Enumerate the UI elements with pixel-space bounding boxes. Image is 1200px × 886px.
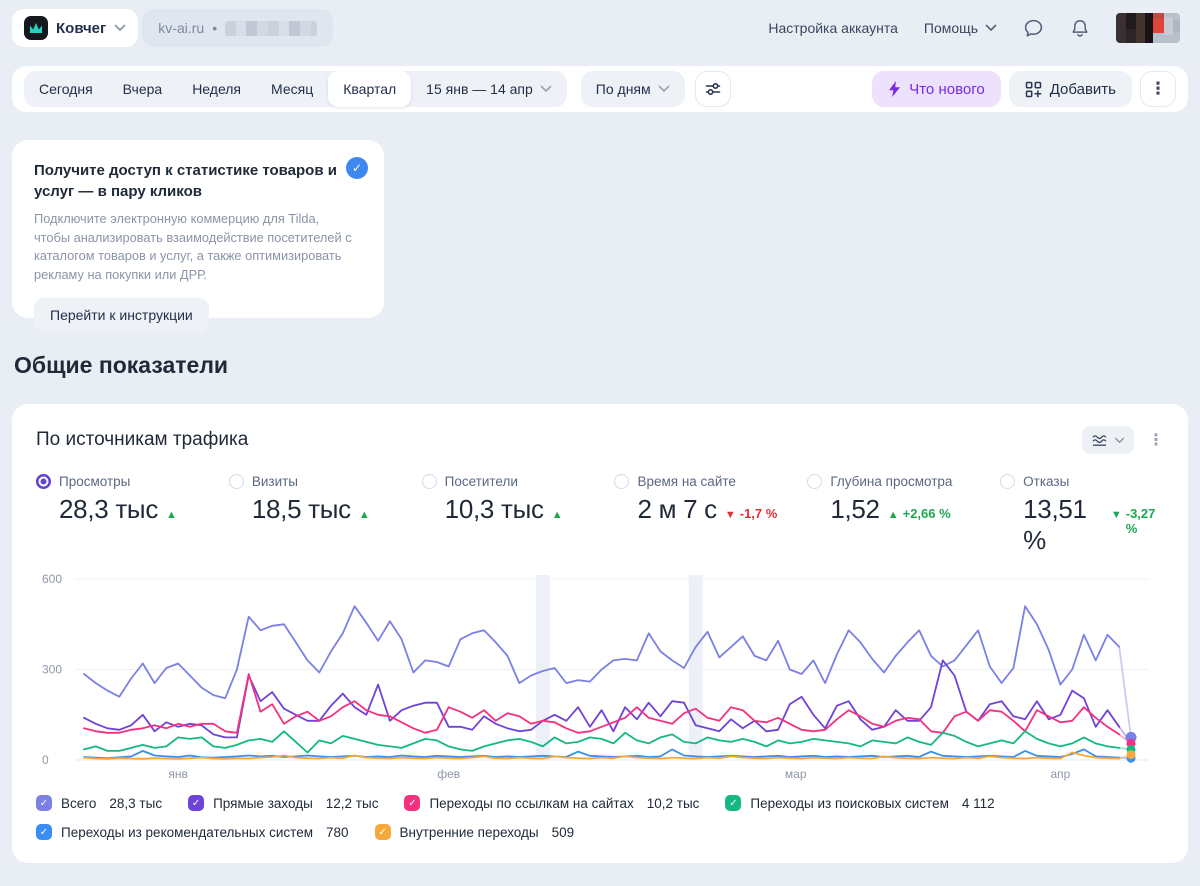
site-id-blurred bbox=[225, 20, 318, 36]
filters-toolbar: Сегодня Вчера Неделя Месяц Квартал 15 ян… bbox=[12, 66, 1188, 112]
counter-name: Ковчег bbox=[56, 19, 107, 37]
chevron-down-icon bbox=[1114, 437, 1125, 443]
svg-text:апр: апр bbox=[1050, 767, 1070, 781]
toolbar-menu-button[interactable]: ⋮ bbox=[1140, 71, 1176, 107]
date-range-value: 15 янв — 14 апр bbox=[426, 81, 533, 97]
chart-legend: ✓ Всего 28,3 тыс ✓ Прямые заходы 12,2 ты… bbox=[36, 795, 1164, 840]
bell-icon[interactable] bbox=[1070, 18, 1090, 39]
trend-up-icon: ▲ bbox=[166, 509, 177, 521]
chart-type-icon bbox=[1092, 434, 1107, 446]
checkbox-checked-icon: ✓ bbox=[188, 795, 205, 811]
chevron-down-icon bbox=[658, 85, 669, 93]
help-label: Помощь bbox=[923, 20, 978, 36]
separator-dot: • bbox=[212, 20, 218, 36]
radio-selected-icon bbox=[36, 474, 51, 489]
checkbox-checked-icon: ✓ bbox=[374, 824, 391, 840]
legend-direct[interactable]: ✓ Прямые заходы 12,2 тыс bbox=[188, 795, 378, 811]
traffic-chart: 0 300 600 янв фев мар апр bbox=[42, 572, 1148, 781]
trend-up-icon: ▲ bbox=[358, 509, 370, 521]
kebab-icon: ⋮ bbox=[1149, 79, 1167, 98]
lightning-icon bbox=[889, 81, 901, 97]
promo-body: Подключите электронную коммерцию для Til… bbox=[34, 211, 352, 282]
radio-icon bbox=[1000, 474, 1016, 489]
topbar: Ковчег kv-ai.ru • Настройка аккаунта Пом… bbox=[0, 0, 1200, 56]
checkbox-checked-icon: ✓ bbox=[36, 795, 52, 811]
chat-icon[interactable] bbox=[1023, 18, 1044, 39]
legend-total[interactable]: ✓ Всего 28,3 тыс bbox=[36, 795, 162, 811]
account-settings-link[interactable]: Настройка аккаунта bbox=[768, 20, 898, 36]
avatar-blurred[interactable] bbox=[1116, 13, 1180, 43]
counter-selector[interactable]: Ковчег bbox=[12, 9, 139, 47]
period-segmented-control: Сегодня Вчера Неделя Месяц Квартал 15 ян… bbox=[24, 71, 567, 107]
trend-down-icon: ▼ bbox=[1110, 509, 1122, 521]
chevron-down-icon bbox=[985, 24, 997, 32]
line-chart[interactable]: 0 300 600 янв фев мар апр bbox=[36, 570, 1164, 782]
promo-card: Получите доступ к статистике товаров и у… bbox=[12, 140, 384, 333]
section-title: Общие показатели bbox=[14, 352, 229, 378]
svg-text:0: 0 bbox=[42, 753, 49, 767]
metric-bounce-rate[interactable]: Отказы 13,51 % ▼ -3,27 % bbox=[1000, 474, 1164, 556]
date-range-selector[interactable]: 15 янв — 14 апр bbox=[411, 71, 567, 107]
period-today[interactable]: Сегодня bbox=[39, 81, 93, 97]
trend-up-icon: ▲ bbox=[551, 509, 563, 521]
legend-recommendations[interactable]: ✓ Переходы из рекомендательных систем 78… bbox=[36, 824, 349, 840]
add-button[interactable]: Добавить bbox=[1008, 71, 1132, 107]
metric-visitors[interactable]: Посетители 10,3 тыс ▲ bbox=[421, 474, 615, 556]
segment-filters-button[interactable] bbox=[694, 71, 731, 107]
kebab-icon: ⋮ bbox=[1148, 432, 1164, 449]
period-yesterday[interactable]: Вчера bbox=[122, 81, 163, 97]
whats-new-label: Что нового bbox=[909, 80, 985, 98]
metric-delta: -1,7 % bbox=[739, 506, 778, 521]
promo-title: Получите доступ к статистике товаров и у… bbox=[34, 162, 337, 200]
legend-internal[interactable]: ✓ Внутренние переходы 509 bbox=[374, 824, 574, 840]
granularity-selector[interactable]: По дням bbox=[580, 71, 685, 107]
whats-new-button[interactable]: Что нового bbox=[872, 71, 1001, 107]
trend-down-icon: ▼ bbox=[724, 509, 736, 521]
site-domain: kv-ai.ru bbox=[158, 20, 205, 36]
svg-text:мар: мар bbox=[785, 767, 807, 781]
period-month[interactable]: Месяц bbox=[271, 81, 314, 97]
sliders-icon bbox=[705, 82, 720, 96]
add-widget-icon bbox=[1025, 81, 1042, 97]
granularity-value: По дням bbox=[595, 81, 651, 97]
legend-search[interactable]: ✓ Переходы из поисковых систем 4 112 bbox=[725, 795, 995, 811]
checkbox-checked-icon: ✓ bbox=[36, 824, 52, 840]
help-menu[interactable]: Помощь bbox=[924, 20, 997, 36]
radio-icon bbox=[228, 474, 244, 489]
metric-delta: -3,27 % bbox=[1125, 506, 1156, 536]
checkbox-checked-icon: ✓ bbox=[404, 795, 421, 811]
metrica-logo-icon bbox=[24, 16, 48, 40]
site-breadcrumb[interactable]: kv-ai.ru • bbox=[142, 9, 334, 47]
chevron-down-icon bbox=[114, 24, 126, 32]
metric-views[interactable]: Просмотры 28,3 тыс ▲ bbox=[36, 474, 229, 556]
traffic-sources-widget: По источникам трафика ⋮ Просмотры 28,3 т… bbox=[12, 404, 1188, 863]
promo-instruction-button[interactable]: Перейти к инструкции bbox=[34, 298, 209, 333]
metric-visits[interactable]: Визиты 18,5 тыс ▲ bbox=[228, 474, 422, 556]
checkbox-checked-icon: ✓ bbox=[725, 795, 742, 811]
metric-time-on-site[interactable]: Время на сайте 2 м 7 с ▼ -1,7 % bbox=[614, 474, 807, 556]
radio-icon bbox=[614, 474, 630, 489]
radio-icon bbox=[807, 474, 823, 489]
check-circle-icon[interactable]: ✓ bbox=[346, 157, 368, 179]
period-week[interactable]: Неделя bbox=[192, 81, 242, 97]
metric-tabs: Просмотры 28,3 тыс ▲ Визиты 18,5 тыс ▲ Пос… bbox=[36, 474, 1164, 556]
chart-type-selector[interactable] bbox=[1082, 426, 1134, 454]
metric-delta: +2,66 % bbox=[902, 506, 951, 521]
period-quarter[interactable]: Квартал bbox=[328, 71, 412, 107]
add-label: Добавить bbox=[1049, 80, 1116, 98]
trend-up-icon: ▲ bbox=[887, 509, 899, 521]
chevron-down-icon bbox=[540, 85, 552, 93]
widget-title: По источникам трафика bbox=[36, 429, 249, 450]
svg-text:600: 600 bbox=[42, 572, 62, 586]
svg-text:янв: янв bbox=[168, 767, 188, 781]
legend-site-links[interactable]: ✓ Переходы по ссылкам на сайтах 10,2 тыс bbox=[404, 795, 699, 811]
widget-menu-button[interactable]: ⋮ bbox=[1148, 430, 1164, 450]
svg-text:300: 300 bbox=[42, 663, 62, 677]
radio-icon bbox=[421, 474, 437, 489]
metric-depth[interactable]: Глубина просмотра 1,52 ▲ +2,66 % bbox=[807, 474, 1000, 556]
svg-text:фев: фев bbox=[437, 767, 460, 781]
